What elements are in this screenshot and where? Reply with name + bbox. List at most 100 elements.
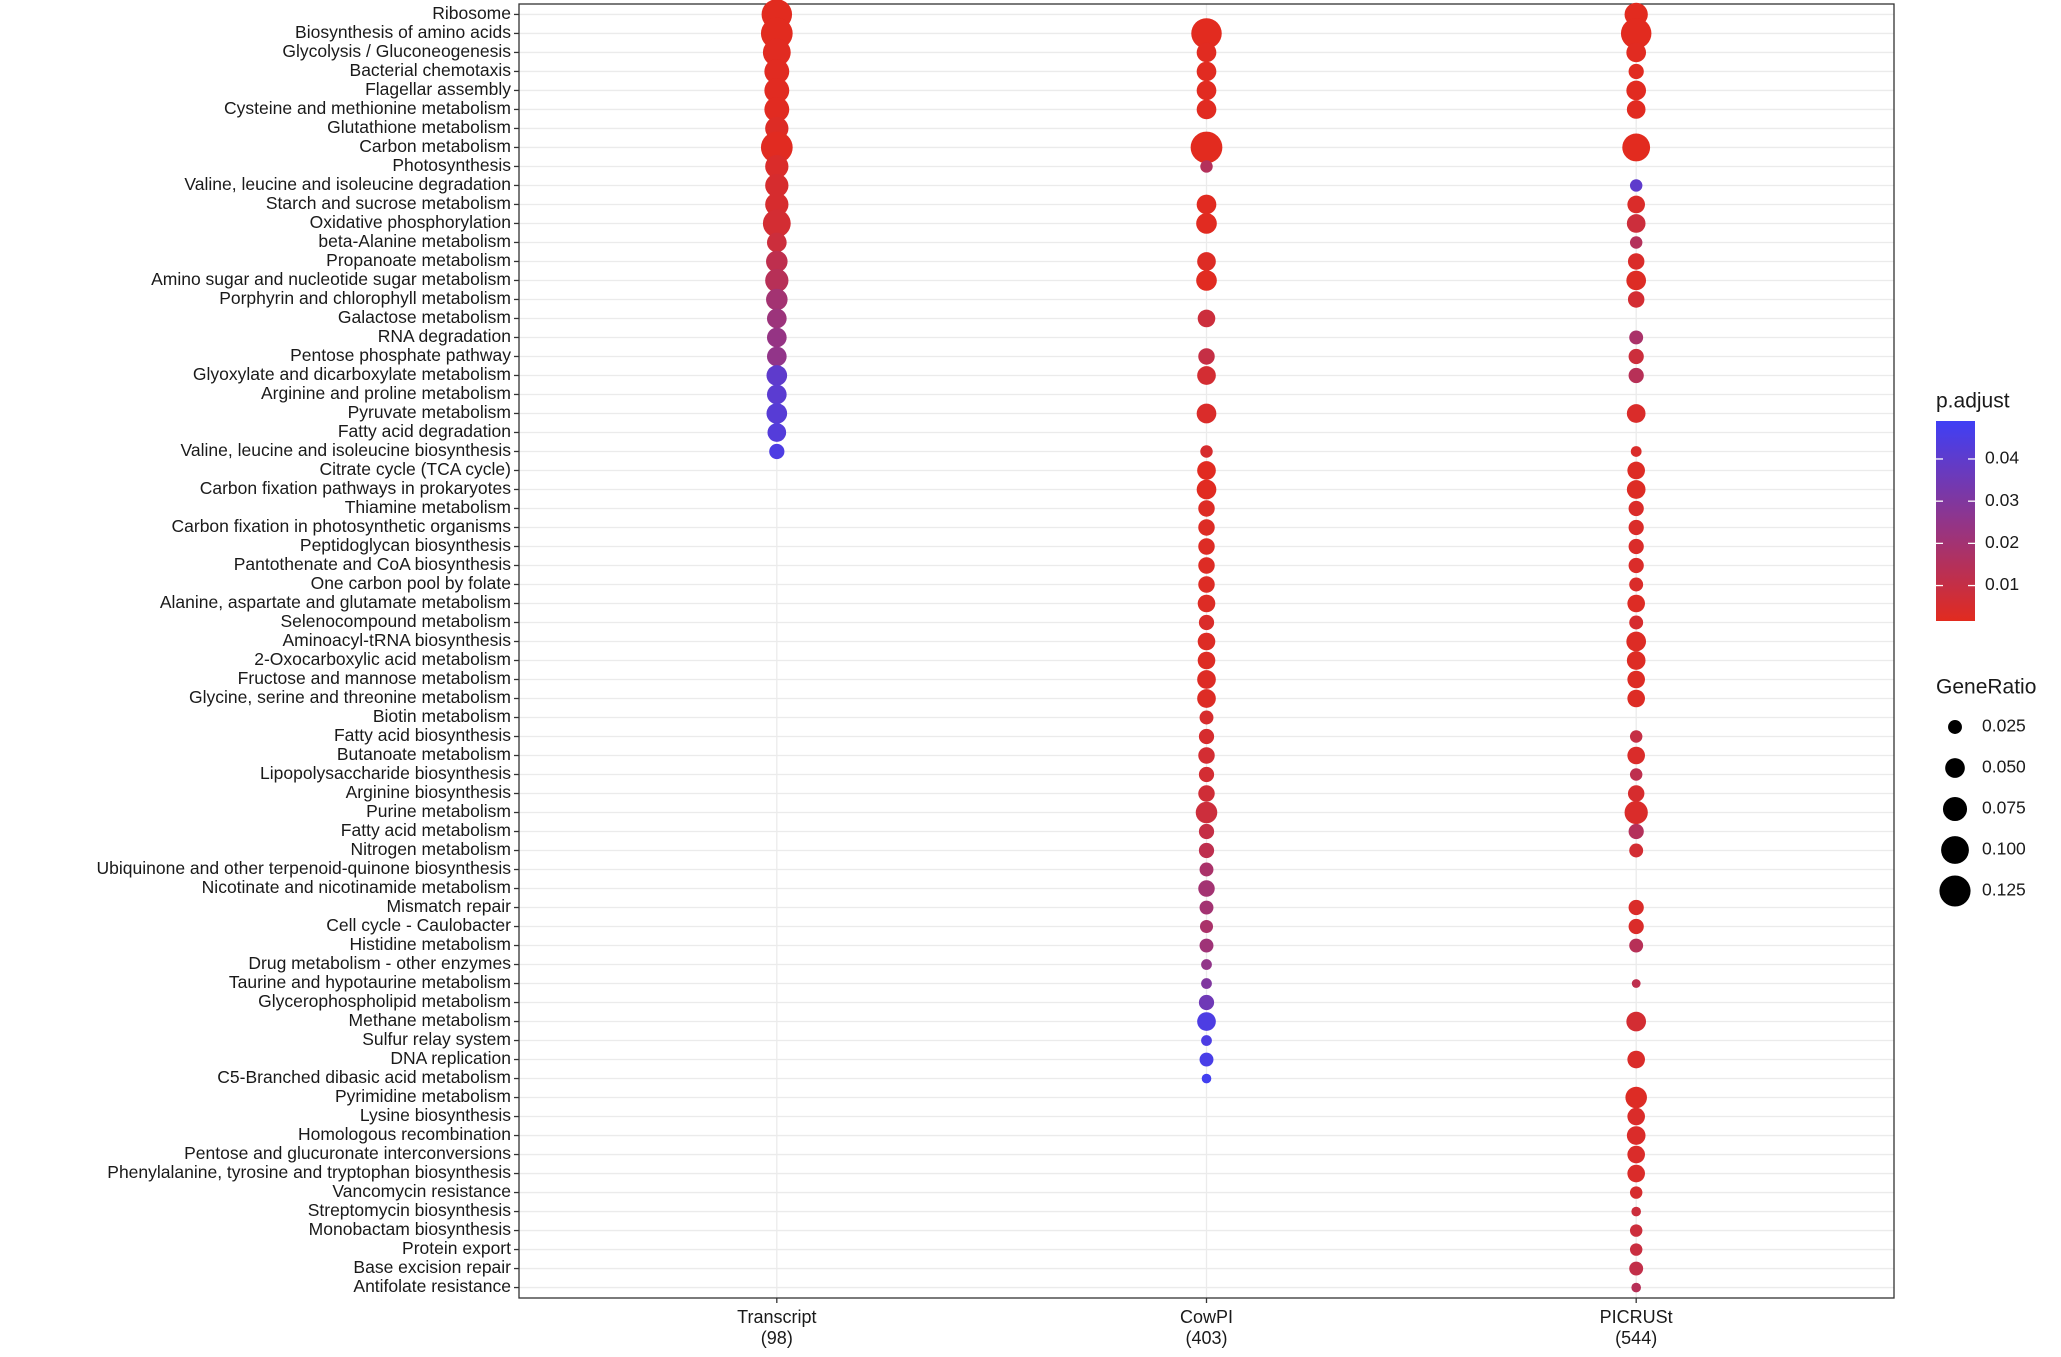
y-tick-label: Ribosome: [432, 3, 511, 23]
color-tick-label: 0.01: [1985, 574, 2019, 594]
dot: [1198, 348, 1215, 365]
dot: [1627, 195, 1645, 214]
y-tick-label: 2-Oxocarboxylic acid metabolism: [254, 649, 511, 669]
dot: [1627, 291, 1645, 308]
y-tick-label: Starch and sucrose metabolism: [266, 193, 511, 213]
dot: [1197, 1012, 1216, 1031]
dot: [1627, 1050, 1645, 1069]
dot: [1627, 689, 1645, 708]
dot: [1629, 179, 1643, 192]
y-tick-label: Valine, leucine and isoleucine biosynthe…: [181, 440, 512, 460]
y-tick-label: Pantothenate and CoA biosynthesis: [234, 554, 512, 574]
dot: [1631, 979, 1641, 988]
y-tick-label: Carbon fixation pathways in prokaryotes: [200, 478, 512, 498]
dot: [1629, 768, 1643, 781]
y-tick-label: Photosynthesis: [392, 155, 511, 175]
dot: [1630, 446, 1642, 457]
dot: [766, 384, 787, 405]
dot: [1628, 500, 1644, 517]
x-tick-label: CowPI (403): [1179, 1307, 1233, 1348]
dot: [1190, 131, 1223, 164]
y-tick-label: Galactose metabolism: [338, 307, 511, 327]
y-tick-label: Pyrimidine metabolism: [335, 1086, 511, 1106]
dot: [1629, 843, 1644, 858]
dot: [1201, 1073, 1212, 1084]
y-tick-label: Vancomycin resistance: [332, 1181, 511, 1201]
dot: [1199, 938, 1214, 953]
dot: [1626, 270, 1647, 291]
dot: [1199, 919, 1214, 934]
dot: [1624, 800, 1648, 825]
size-key: [1942, 796, 1968, 822]
dot: [1201, 978, 1212, 989]
x-tick-label: PICRUSt (544): [1599, 1307, 1673, 1348]
color-tick-label: 0.02: [1985, 532, 2019, 552]
dot: [1197, 309, 1216, 328]
y-tick-label: Carbon fixation in photosynthetic organi…: [172, 516, 512, 536]
y-tick-label: Nicotinate and nicotinamide metabolism: [202, 877, 511, 897]
dot: [769, 443, 785, 460]
dot: [1195, 801, 1218, 824]
y-tick-label: Oxidative phosphorylation: [310, 212, 511, 232]
dot: [766, 403, 788, 424]
dot: [1198, 500, 1215, 517]
dot: [1629, 1186, 1643, 1199]
dot: [762, 209, 791, 238]
dot: [1628, 348, 1644, 365]
dot: [1196, 403, 1217, 424]
y-tick-label: Nitrogen metabolism: [351, 839, 511, 859]
dot: [1196, 270, 1217, 291]
y-tick-label: Methane metabolism: [349, 1010, 511, 1030]
dot: [766, 288, 788, 311]
dot: [1626, 1126, 1646, 1145]
dot: [1200, 445, 1213, 458]
dot: [1625, 1086, 1647, 1109]
dot: [1197, 632, 1216, 651]
dot: [766, 365, 788, 386]
dot: [762, 38, 791, 67]
y-tick-label: Sulfur relay system: [362, 1029, 511, 1049]
y-tick-label: Homologous recombination: [298, 1124, 511, 1144]
size-key: [1939, 875, 1971, 907]
dot: [1629, 615, 1644, 630]
dot: [1627, 253, 1645, 270]
dot: [1628, 918, 1644, 935]
dot: [1627, 670, 1645, 689]
y-tick-label: Fatty acid metabolism: [341, 820, 511, 840]
dot: [1628, 557, 1644, 574]
color-tick-label: 0.03: [1985, 490, 2019, 510]
y-tick-label: Cysteine and methionine metabolism: [224, 98, 511, 118]
dot: [1196, 61, 1217, 82]
dot: [1197, 366, 1216, 385]
dot: [1626, 42, 1647, 63]
y-tick-label: Phenylalanine, tyrosine and tryptophan b…: [107, 1162, 511, 1182]
dot: [1197, 651, 1216, 670]
y-tick-label: Valine, leucine and isoleucine degradati…: [184, 174, 511, 194]
dot: [1626, 651, 1646, 670]
dot: [1201, 1035, 1212, 1046]
dot: [1198, 785, 1215, 802]
dot: [767, 423, 787, 442]
dot: [1199, 1052, 1214, 1067]
color-bar: [1936, 421, 1975, 621]
y-tick-label: Propanoate metabolism: [326, 250, 511, 270]
y-tick-label: Carbon metabolism: [359, 136, 511, 156]
dot: [1196, 213, 1217, 234]
dot: [1628, 899, 1644, 916]
y-tick-label: Peptidoglycan biosynthesis: [300, 535, 511, 555]
dot: [765, 192, 789, 217]
dot: [1629, 938, 1644, 953]
dot: [1196, 194, 1217, 215]
dot: [1198, 842, 1215, 859]
dot: [764, 78, 790, 103]
dot: [1628, 367, 1644, 384]
dot: [1629, 730, 1643, 743]
dot: [1201, 959, 1212, 970]
dot: [1199, 900, 1214, 915]
size-key: [1948, 720, 1962, 734]
y-tick-label: Flagellar assembly: [365, 79, 511, 99]
dot: [766, 327, 787, 348]
dot: [1197, 594, 1216, 613]
y-tick-label: Alanine, aspartate and glutamate metabol…: [160, 592, 511, 612]
